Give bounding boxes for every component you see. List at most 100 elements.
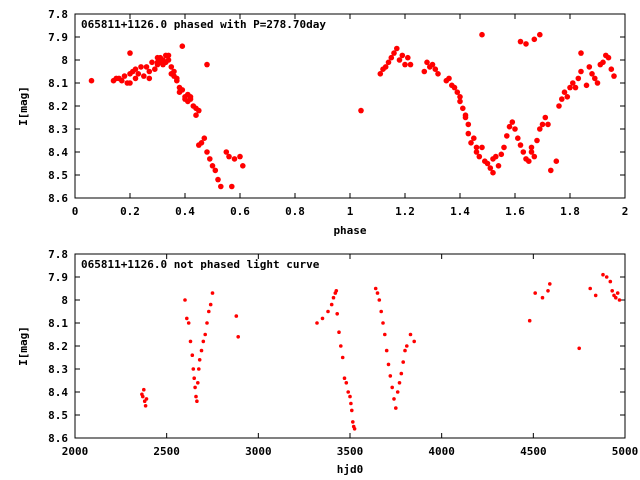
data-point bbox=[320, 316, 325, 321]
data-point bbox=[352, 427, 357, 431]
data-point bbox=[570, 80, 576, 86]
panel-title: 065811+1126.0 not phased light curve bbox=[81, 258, 320, 271]
data-point bbox=[412, 339, 417, 344]
y-tick-label: 7.8 bbox=[48, 8, 68, 21]
data-point bbox=[589, 71, 595, 77]
data-point bbox=[193, 385, 197, 390]
x-tick-label: 0.4 bbox=[175, 205, 195, 218]
data-point bbox=[168, 64, 175, 70]
data-point bbox=[240, 163, 246, 169]
data-point bbox=[454, 89, 461, 95]
data-point bbox=[509, 119, 516, 125]
data-point bbox=[384, 348, 389, 353]
data-point bbox=[608, 279, 613, 284]
data-point bbox=[546, 289, 550, 293]
data-point bbox=[605, 54, 612, 61]
data-point bbox=[383, 332, 387, 337]
data-point bbox=[471, 135, 477, 141]
data-point bbox=[567, 84, 573, 91]
data-point bbox=[534, 137, 540, 144]
y-tick-label: 8.5 bbox=[48, 169, 68, 182]
data-point bbox=[395, 390, 400, 394]
y-tick-label: 8.1 bbox=[48, 317, 68, 330]
data-point bbox=[339, 344, 343, 348]
data-point bbox=[575, 75, 582, 82]
data-point bbox=[390, 385, 395, 390]
data-point bbox=[527, 318, 532, 323]
data-point bbox=[351, 420, 355, 424]
y-tick-label: 8.4 bbox=[48, 146, 68, 159]
data-point bbox=[479, 144, 485, 151]
x-tick-label: 0.6 bbox=[230, 205, 250, 218]
data-point bbox=[561, 89, 568, 95]
y-tick-label: 8.3 bbox=[48, 123, 68, 136]
data-point bbox=[377, 71, 384, 77]
data-point bbox=[188, 339, 193, 344]
data-point bbox=[171, 68, 177, 75]
data-point bbox=[337, 330, 341, 335]
data-point bbox=[141, 394, 145, 399]
data-point bbox=[154, 59, 161, 66]
data-point bbox=[601, 272, 605, 277]
data-point bbox=[405, 344, 409, 348]
data-point bbox=[531, 153, 538, 160]
data-point bbox=[349, 401, 353, 406]
data-point bbox=[610, 289, 614, 293]
y-tick-label: 8.5 bbox=[48, 409, 68, 422]
data-point bbox=[127, 50, 133, 56]
data-point bbox=[127, 80, 133, 86]
data-point bbox=[141, 73, 147, 79]
data-point bbox=[394, 45, 400, 52]
data-point bbox=[193, 112, 199, 118]
data-point bbox=[234, 314, 239, 318]
data-point bbox=[348, 394, 352, 399]
data-point bbox=[539, 121, 546, 128]
data-point bbox=[451, 84, 458, 91]
data-point bbox=[553, 158, 560, 164]
data-point bbox=[342, 376, 347, 381]
data-point bbox=[586, 64, 593, 70]
data-point bbox=[208, 302, 213, 307]
data-point bbox=[578, 68, 584, 75]
data-point bbox=[578, 50, 584, 56]
data-point bbox=[201, 339, 206, 344]
data-point bbox=[143, 404, 148, 408]
y-tick-label: 8.1 bbox=[48, 77, 68, 90]
data-point bbox=[197, 358, 202, 362]
x-tick-label: 3000 bbox=[245, 445, 272, 458]
x-tick-label: 3500 bbox=[337, 445, 364, 458]
data-point bbox=[548, 167, 554, 174]
data-point bbox=[391, 50, 397, 56]
data-point bbox=[424, 59, 430, 66]
y-axis-label: I[mag] bbox=[17, 326, 30, 366]
data-point bbox=[195, 399, 199, 404]
data-point bbox=[315, 321, 319, 325]
data-point bbox=[132, 66, 139, 72]
data-point bbox=[542, 114, 549, 121]
data-points bbox=[140, 272, 622, 431]
data-point bbox=[512, 126, 518, 132]
data-point bbox=[223, 149, 230, 155]
data-point bbox=[520, 149, 527, 155]
panel-title: 065811+1126.0 phased with P=278.70day bbox=[81, 18, 326, 31]
data-point bbox=[614, 295, 618, 300]
data-point bbox=[556, 103, 562, 109]
data-point bbox=[144, 397, 149, 401]
data-point bbox=[615, 291, 620, 295]
data-point bbox=[386, 362, 391, 367]
data-point bbox=[183, 298, 187, 302]
data-point bbox=[207, 309, 211, 314]
data-point bbox=[588, 286, 592, 291]
data-point bbox=[611, 73, 617, 79]
data-point bbox=[408, 332, 413, 337]
data-point bbox=[344, 381, 349, 385]
data-point bbox=[526, 158, 532, 164]
data-point bbox=[473, 149, 480, 155]
data-point bbox=[121, 73, 128, 79]
data-point bbox=[135, 71, 142, 77]
data-point bbox=[600, 59, 606, 66]
data-point bbox=[143, 64, 150, 70]
data-point bbox=[592, 75, 598, 82]
data-point bbox=[373, 286, 378, 291]
data-point bbox=[465, 121, 472, 128]
